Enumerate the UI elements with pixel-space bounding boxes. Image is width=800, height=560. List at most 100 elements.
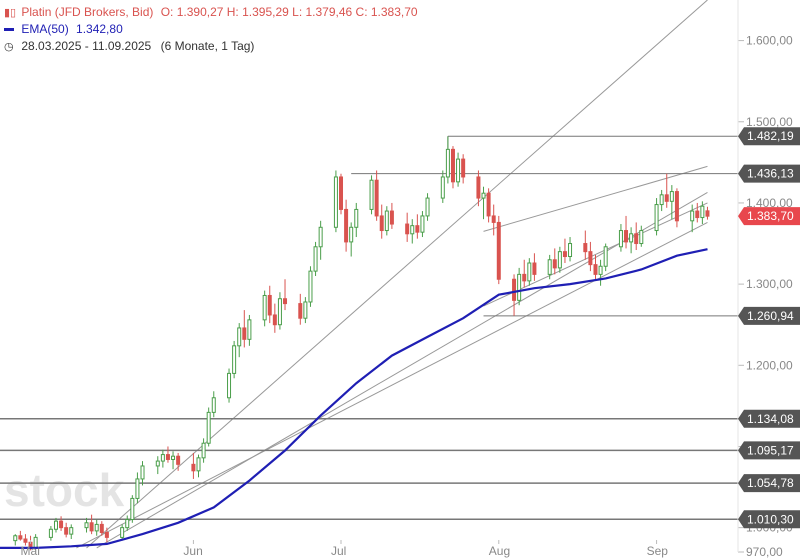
candle-body bbox=[440, 176, 445, 199]
candle-body bbox=[690, 210, 695, 222]
candle-body bbox=[140, 465, 145, 480]
candle-body bbox=[700, 205, 705, 219]
x-tick-label: Jul bbox=[331, 544, 346, 558]
x-tick-label: Sep bbox=[647, 544, 669, 558]
current-price-tag bbox=[738, 207, 800, 226]
clock-icon: ◷ bbox=[4, 41, 14, 53]
y-tick-label: 970,00 bbox=[746, 545, 783, 559]
period-note: (6 Monate, 1 Tag) bbox=[160, 39, 255, 53]
candle-body bbox=[695, 210, 700, 219]
instrument-name: Platin (JFD Brokers, Bid) bbox=[21, 5, 154, 19]
candle-body bbox=[125, 519, 130, 529]
price-tag-label: 1.383,70 bbox=[747, 209, 794, 223]
price-tag-label: 1.010,30 bbox=[747, 512, 794, 526]
price-level-tag bbox=[738, 510, 800, 529]
candle-body bbox=[59, 520, 64, 529]
candle-body bbox=[674, 191, 679, 222]
candle-body bbox=[583, 243, 588, 253]
candle-body bbox=[262, 294, 267, 321]
ohlc-values: O: 1.390,27 H: 1.395,29 L: 1.379,46 C: 1… bbox=[160, 5, 418, 19]
candle-body bbox=[593, 264, 598, 275]
candle-body bbox=[160, 454, 165, 462]
trendline[interactable] bbox=[483, 165, 708, 232]
y-tick-label: 1.300,00 bbox=[746, 277, 793, 291]
candle-body bbox=[64, 527, 69, 535]
x-tick-label: Aug bbox=[489, 544, 510, 558]
candle-body bbox=[354, 208, 359, 228]
y-tick-label: 1.200,00 bbox=[746, 358, 793, 372]
price-tag-label: 1.095,17 bbox=[747, 443, 794, 457]
candle-body bbox=[669, 191, 674, 202]
candle-body bbox=[532, 262, 537, 275]
candle-body bbox=[517, 273, 522, 301]
candle-body bbox=[247, 319, 252, 340]
price-level-tag bbox=[738, 409, 800, 428]
trendlines[interactable] bbox=[76, 0, 708, 549]
price-tags: 1.482,19 1.436,13 1.383,70 1.260,94 1.134,08… bbox=[738, 127, 800, 529]
candle-body bbox=[659, 194, 664, 206]
price-tag-label: 1.436,13 bbox=[747, 167, 794, 181]
candle-body bbox=[384, 210, 389, 232]
candle-body bbox=[155, 460, 160, 467]
candle-body bbox=[308, 270, 313, 303]
price-tag-label: 1.134,08 bbox=[747, 412, 794, 426]
trendline[interactable] bbox=[96, 191, 708, 549]
ema-value: 1.342,80 bbox=[76, 22, 123, 36]
candle-body bbox=[313, 246, 318, 272]
horizontal-levels[interactable] bbox=[0, 135, 738, 521]
candle-body bbox=[196, 457, 201, 472]
candle-body bbox=[420, 215, 425, 233]
price-level-tag bbox=[738, 127, 800, 146]
trendline[interactable] bbox=[86, 0, 708, 549]
candle-body bbox=[557, 251, 562, 269]
trendline[interactable] bbox=[76, 221, 708, 549]
candle-body bbox=[629, 233, 634, 243]
x-axis: Mai Jun Jul Aug Sep bbox=[21, 540, 669, 558]
candle-body bbox=[206, 411, 211, 444]
candle-body bbox=[333, 176, 338, 228]
candle-body bbox=[405, 223, 410, 235]
candle-body bbox=[410, 225, 415, 235]
candle-body bbox=[491, 215, 496, 223]
candle-body bbox=[18, 535, 23, 540]
candle-body bbox=[618, 230, 623, 248]
candle-body bbox=[23, 538, 28, 543]
candle-body bbox=[339, 176, 344, 210]
candle-body bbox=[522, 273, 527, 282]
price-tag-label: 1.260,94 bbox=[747, 309, 794, 323]
candle-body bbox=[369, 179, 374, 210]
price-level-tag bbox=[738, 474, 800, 493]
candle-body bbox=[191, 463, 196, 472]
candle-body bbox=[242, 327, 247, 340]
candle-body bbox=[130, 497, 135, 521]
candle-body bbox=[552, 259, 557, 269]
candle-body bbox=[211, 397, 216, 413]
ema50-line bbox=[0, 248, 708, 550]
candle-body bbox=[227, 372, 232, 399]
candle-body bbox=[705, 210, 710, 217]
legend-ema-row: EMA(50) 1.342,80 bbox=[4, 21, 418, 38]
ema-swatch bbox=[4, 28, 14, 32]
candle-body bbox=[603, 246, 608, 267]
legend-instrument-row: ▮▯ Platin (JFD Brokers, Bid) O: 1.390,27… bbox=[4, 4, 418, 21]
candle-body bbox=[624, 230, 629, 243]
candle-body bbox=[389, 210, 394, 225]
x-tick-label: Jun bbox=[183, 544, 202, 558]
candle-body bbox=[48, 528, 53, 538]
candle-body bbox=[298, 303, 303, 319]
candle-body bbox=[486, 192, 491, 217]
candle-body bbox=[267, 294, 272, 316]
candle-body bbox=[527, 262, 532, 282]
candle-body bbox=[13, 535, 18, 542]
candlesticks bbox=[13, 136, 710, 551]
ema-label: EMA(50) bbox=[21, 22, 69, 36]
price-tag-label: 1.054,78 bbox=[747, 476, 794, 490]
candle-body bbox=[481, 192, 486, 199]
candle-body bbox=[165, 454, 170, 460]
candle-body bbox=[664, 194, 669, 202]
candle-body bbox=[232, 345, 237, 374]
y-tick-label: 1.400,00 bbox=[746, 196, 793, 210]
candle-body bbox=[104, 532, 109, 538]
